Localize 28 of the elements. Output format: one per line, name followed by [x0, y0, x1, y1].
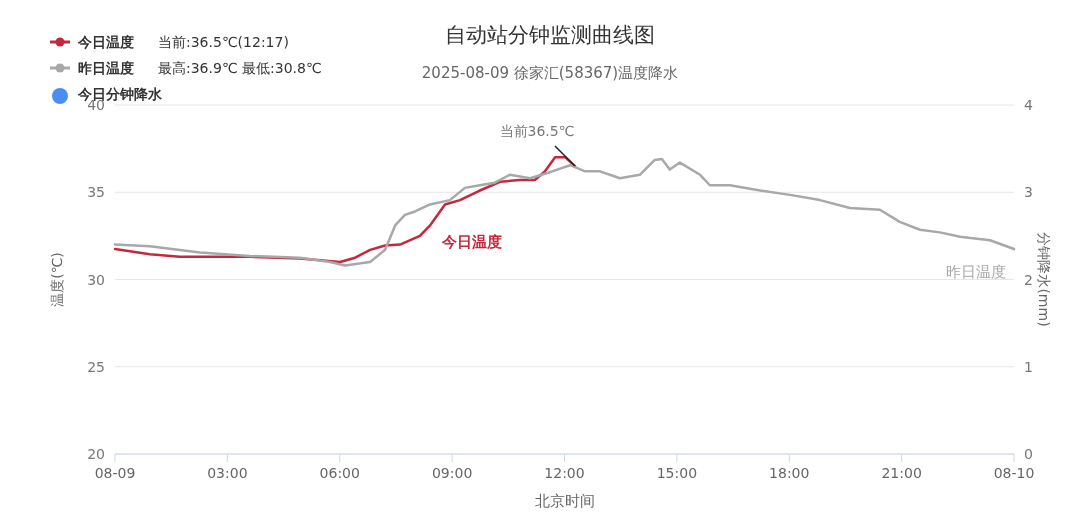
x-tick-label: 08-09: [94, 465, 136, 481]
y2-tick-label: 0: [1024, 446, 1033, 462]
x-tick-label: 15:00: [656, 465, 698, 481]
x-tick-label: 18:00: [769, 465, 810, 481]
y-tick-label: 30: [87, 271, 105, 288]
y-tick-label: 25: [87, 358, 105, 375]
x-tick-label: 12:00: [544, 465, 585, 481]
y2-tick-label: 1: [1024, 358, 1033, 375]
x-tick-label: 09:00: [431, 465, 473, 481]
chart-title: 自动站分钟监测曲线图: [445, 23, 655, 47]
x-axis-title: 北京时间: [534, 492, 595, 510]
annotation: 当前36.5℃: [499, 123, 575, 140]
y-tick-label: 20: [87, 446, 105, 462]
y-tick-label: 35: [87, 184, 105, 201]
chart-subtitle: 2025-08-09 徐家汇(58367)温度降水: [421, 64, 679, 82]
legend-label: 今日温度: [77, 34, 134, 50]
x-tick-label: 03:00: [207, 465, 248, 481]
legend-label: 昨日温度: [78, 60, 134, 76]
x-tick-label: 21:00: [881, 465, 922, 481]
text: 当前:36.5℃(12:17): [158, 34, 289, 50]
y2-axis-title: 分钟降水(mm): [1036, 232, 1052, 327]
text: 最高:36.9℃ 最低:30.8℃: [158, 60, 322, 76]
y2-tick-label: 3: [1024, 184, 1033, 201]
y2-tick-label: 4: [1024, 97, 1033, 113]
y2-tick-label: 2: [1024, 271, 1033, 288]
x-tick-label: 08-10: [993, 465, 1035, 481]
x-tick-label: 06:00: [319, 465, 360, 481]
y-axis-title: 温度(℃): [49, 252, 65, 307]
